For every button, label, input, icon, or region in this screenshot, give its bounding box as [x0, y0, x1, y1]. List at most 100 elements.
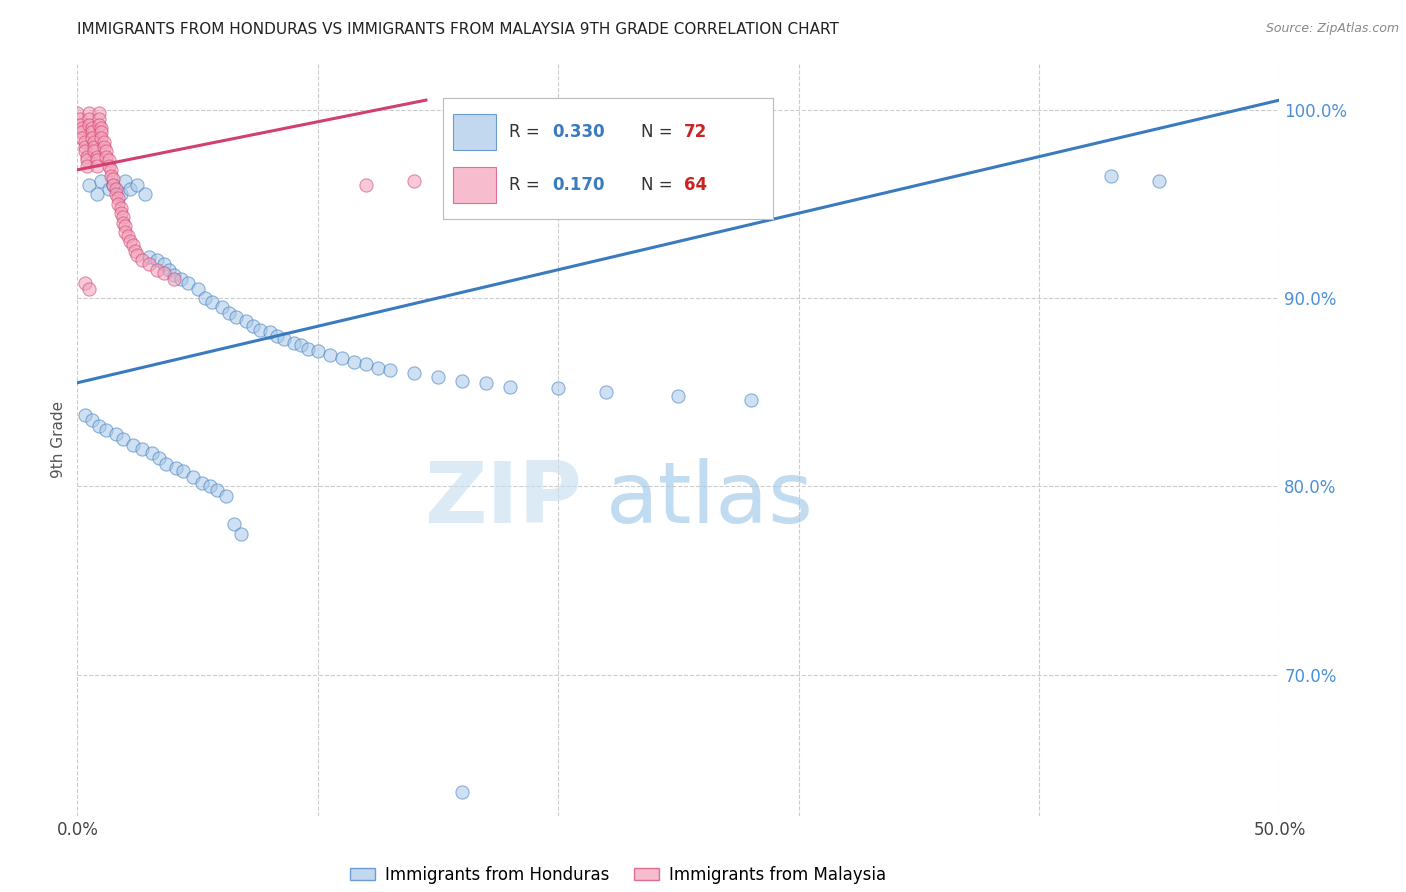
Point	[111, 210, 134, 224]
Point	[170, 272, 193, 286]
Point	[70, 131, 93, 145]
Point	[111, 433, 134, 447]
Point	[165, 460, 187, 475]
Point	[97, 159, 120, 173]
Point	[76, 150, 98, 164]
Point	[235, 313, 257, 327]
Point	[127, 247, 149, 261]
Point	[93, 135, 115, 149]
Point	[96, 144, 118, 158]
Point	[114, 219, 136, 234]
Point	[194, 291, 217, 305]
Point	[80, 413, 103, 427]
Point	[273, 333, 295, 347]
Point	[73, 408, 96, 422]
Point	[148, 451, 170, 466]
Point	[218, 306, 240, 320]
Point	[117, 228, 139, 243]
Point	[97, 182, 120, 196]
Y-axis label: 9th Grade: 9th Grade	[51, 401, 66, 478]
Point	[427, 370, 450, 384]
Point	[87, 106, 110, 120]
Point	[249, 323, 271, 337]
Point	[110, 201, 132, 215]
Text: Source: ZipAtlas.com: Source: ZipAtlas.com	[1265, 22, 1399, 36]
Point	[86, 159, 108, 173]
Point	[73, 144, 96, 158]
Point	[229, 526, 252, 541]
Point	[93, 140, 115, 154]
Point	[242, 319, 264, 334]
Point	[110, 187, 132, 202]
Point	[90, 125, 112, 139]
Point	[547, 381, 569, 395]
Point	[103, 178, 125, 192]
Point	[145, 253, 167, 268]
Text: 64: 64	[685, 176, 707, 194]
Point	[198, 479, 221, 493]
Point	[330, 351, 353, 366]
Point	[187, 282, 209, 296]
Text: 0.170: 0.170	[553, 176, 605, 194]
Point	[76, 153, 98, 168]
Point	[162, 268, 184, 283]
Point	[87, 112, 110, 126]
Point	[70, 125, 93, 139]
Point	[79, 106, 101, 120]
Point	[157, 262, 180, 277]
Text: IMMIGRANTS FROM HONDURAS VS IMMIGRANTS FROM MALAYSIA 9TH GRADE CORRELATION CHART: IMMIGRANTS FROM HONDURAS VS IMMIGRANTS F…	[77, 22, 839, 37]
Point	[131, 442, 153, 456]
Point	[138, 257, 160, 271]
Point	[79, 282, 101, 296]
Point	[402, 367, 425, 381]
Point	[201, 294, 224, 309]
Point	[307, 343, 329, 358]
Point	[100, 162, 122, 177]
Point	[69, 118, 91, 132]
Point	[222, 517, 245, 532]
Point	[73, 276, 96, 290]
Point	[319, 347, 342, 361]
Point	[83, 144, 105, 158]
Point	[127, 178, 149, 192]
Point	[451, 374, 474, 388]
Point	[215, 489, 238, 503]
Point	[87, 419, 110, 434]
Point	[86, 187, 108, 202]
Point	[83, 140, 105, 154]
Point	[107, 196, 129, 211]
Point	[97, 153, 120, 168]
Point	[290, 338, 312, 352]
Point	[86, 153, 108, 168]
Point	[66, 106, 89, 120]
Text: 0.330: 0.330	[553, 123, 605, 141]
Point	[69, 112, 91, 126]
Point	[104, 426, 127, 441]
Text: N =: N =	[641, 123, 672, 141]
Point	[668, 389, 690, 403]
Point	[79, 118, 101, 132]
Point	[155, 457, 177, 471]
Point	[145, 262, 167, 277]
Point	[90, 174, 112, 188]
Point	[104, 182, 127, 196]
Point	[162, 272, 184, 286]
Point	[740, 392, 762, 407]
Point	[96, 423, 118, 437]
Point	[73, 135, 96, 149]
Bar	[453, 167, 496, 202]
Point	[79, 178, 101, 192]
Point	[121, 438, 143, 452]
Point	[141, 445, 163, 459]
Bar	[453, 114, 496, 150]
Point	[120, 235, 142, 249]
Point	[131, 253, 153, 268]
Point	[172, 464, 194, 478]
Point	[86, 150, 108, 164]
Point	[1099, 169, 1122, 183]
Point	[70, 121, 93, 136]
Point	[297, 342, 319, 356]
Point	[76, 159, 98, 173]
Point	[451, 785, 474, 799]
Text: ZIP: ZIP	[425, 458, 582, 541]
